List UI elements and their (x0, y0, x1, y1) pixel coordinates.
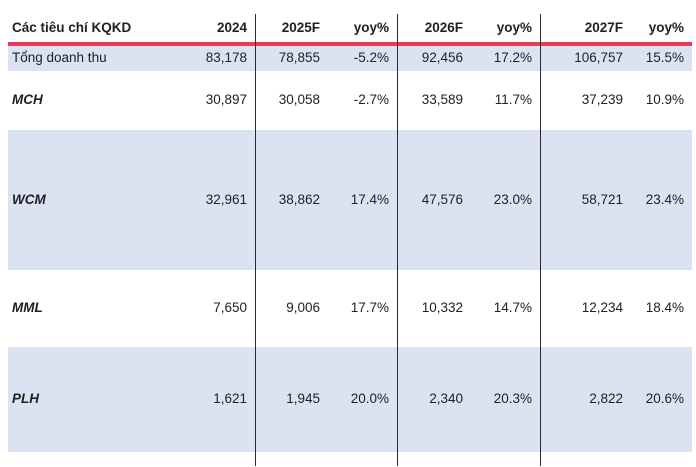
column-group-divider-3 (540, 14, 542, 466)
cell-value: 18.4% (645, 300, 684, 316)
cell-value: 2,340 (429, 391, 463, 407)
table-header-row: Các tiêu chí KQKD 2024 2025F yoy% 2026F … (8, 14, 692, 42)
cell-value: 15.5% (645, 50, 684, 66)
cell-value: 78,855 (278, 50, 320, 66)
cell-value: 17.7% (350, 300, 389, 316)
cell-value: 58,721 (581, 191, 623, 207)
table-row: PLH 1,621 1,945 20.0% 2,340 20.3% 2,822 20.6% (8, 347, 692, 452)
column-header-yoy-2026: yoy% (496, 19, 532, 35)
cell-value: 10.9% (645, 92, 684, 108)
cell-value: 23.0% (493, 191, 532, 207)
table-body: Tổng doanh thu 83,178 78,855 -5.2% 92,456 17.… (8, 46, 692, 452)
table-row: MML 7,650 9,006 17.7% 10,332 14.7% 12,234 18.4% (8, 270, 692, 347)
cell-value: 33,589 (421, 92, 463, 108)
column-header-yoy-2025: yoy% (353, 19, 389, 35)
kqkd-table: Các tiêu chí KQKD 2024 2025F yoy% 2026F … (8, 14, 692, 452)
cell-value: 20.3% (493, 391, 532, 407)
column-group-divider-2 (397, 14, 399, 466)
cell-value: 17.2% (493, 50, 532, 66)
column-header-2027f: 2027F (584, 19, 623, 35)
cell-value: 30,058 (278, 92, 320, 108)
column-group-divider-1 (255, 14, 257, 466)
cell-value: 1,945 (286, 391, 320, 407)
table-row: Tổng doanh thu 83,178 78,855 -5.2% 92,456 17.… (8, 46, 692, 71)
cell-value: 37,239 (581, 92, 623, 108)
cell-value: 17.4% (350, 191, 389, 207)
cell-value: 10,332 (421, 300, 463, 316)
row-label: MML (12, 300, 43, 316)
column-header-2024: 2024 (216, 19, 247, 35)
header-underline-rule (8, 42, 692, 46)
cell-value: 9,006 (286, 300, 320, 316)
cell-value: 83,178 (205, 50, 247, 66)
cell-value: 38,862 (278, 191, 320, 207)
row-label: WCM (12, 191, 46, 207)
row-label: PLH (12, 391, 39, 407)
cell-value: 47,576 (421, 191, 463, 207)
table-row: WCM 32,961 38,862 17.4% 47,576 23.0% 58,721 23.… (8, 130, 692, 270)
cell-value: 1,621 (213, 391, 247, 407)
column-header-yoy-2027: yoy% (648, 19, 684, 35)
cell-value: 30,897 (205, 92, 247, 108)
cell-value: -5.2% (353, 50, 389, 66)
cell-value: 92,456 (421, 50, 463, 66)
row-label: MCH (12, 92, 43, 108)
cell-value: 20.6% (645, 391, 684, 407)
cell-value: 20.0% (350, 391, 389, 407)
column-header-2026f: 2026F (424, 19, 463, 35)
cell-value: 12,234 (581, 300, 623, 316)
column-header-2025f: 2025F (281, 19, 320, 35)
cell-value: 23.4% (645, 191, 684, 207)
cell-value: 106,757 (574, 50, 623, 66)
cell-value: 14.7% (493, 300, 532, 316)
cell-value: 2,822 (589, 391, 623, 407)
table-row: MCH 30,897 30,058 -2.7% 33,589 11.7% 37,239 10.… (8, 71, 692, 130)
cell-value: 11.7% (494, 92, 532, 108)
column-header-criteria: Các tiêu chí KQKD (12, 19, 132, 35)
cell-value: 7,650 (213, 300, 247, 316)
cell-value: -2.7% (353, 92, 389, 108)
row-label: Tổng doanh thu (12, 50, 107, 66)
cell-value: 32,961 (205, 191, 247, 207)
